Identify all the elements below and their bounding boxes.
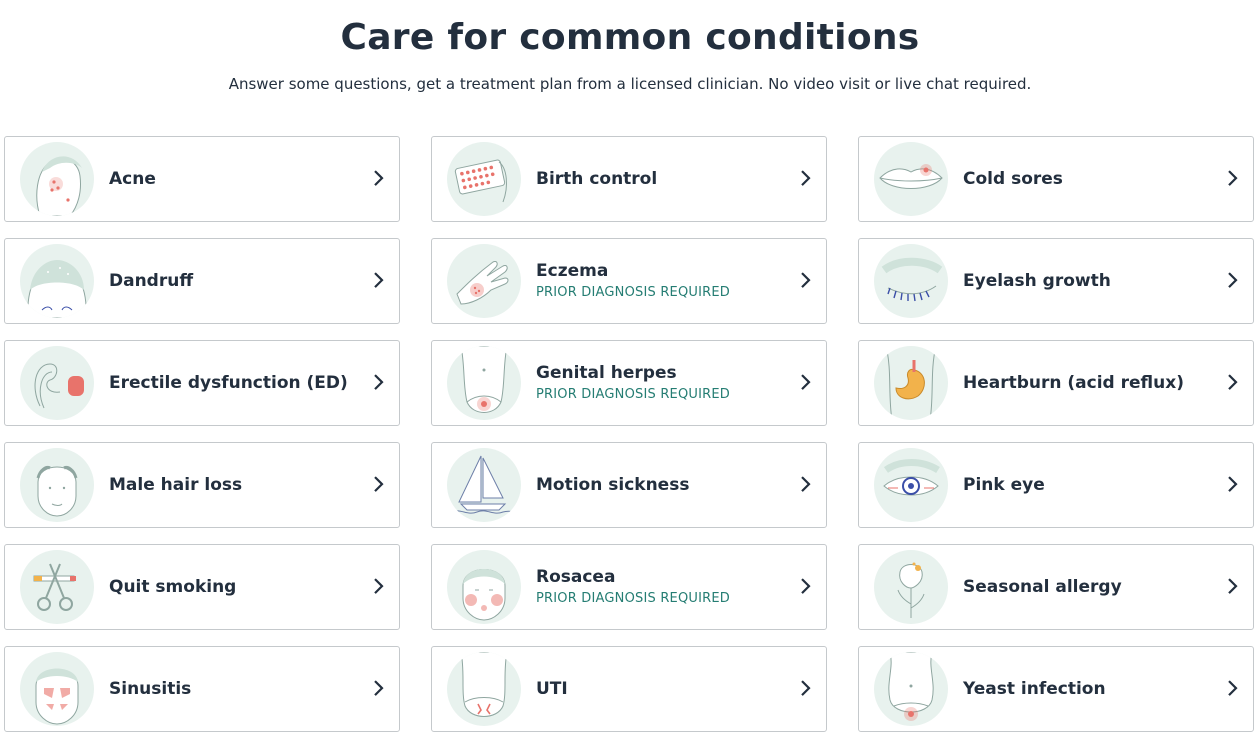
condition-card-sinusitis[interactable]: Sinusitis bbox=[4, 646, 400, 732]
condition-card-uti[interactable]: UTI bbox=[431, 646, 827, 732]
condition-card-birth-control[interactable]: Birth control bbox=[431, 136, 827, 222]
condition-label: Dandruff bbox=[109, 271, 194, 291]
condition-label: Quit smoking bbox=[109, 577, 237, 597]
condition-card-motion-sickness[interactable]: Motion sickness bbox=[431, 442, 827, 528]
hand-rash-icon bbox=[447, 244, 521, 318]
condition-label: UTI bbox=[536, 679, 568, 699]
chevron-right-icon bbox=[374, 170, 384, 186]
page-subtitle: Answer some questions, get a treatment p… bbox=[228, 75, 1032, 93]
chevron-right-icon bbox=[1228, 578, 1238, 594]
condition-label: Male hair loss bbox=[109, 475, 243, 495]
condition-card-yeast-infection[interactable]: Yeast infection bbox=[858, 646, 1254, 732]
chevron-right-icon bbox=[374, 374, 384, 390]
condition-label: Motion sickness bbox=[536, 475, 690, 495]
condition-card-ed[interactable]: Erectile dysfunction (ED) bbox=[4, 340, 400, 426]
condition-label: Eyelash growth bbox=[963, 271, 1111, 291]
condition-label: Birth control bbox=[536, 169, 658, 189]
chevron-right-icon bbox=[374, 272, 384, 288]
condition-label: Sinusitis bbox=[109, 679, 192, 699]
torso-icon bbox=[874, 652, 948, 726]
condition-card-dandruff[interactable]: Dandruff bbox=[4, 238, 400, 324]
condition-label: Eczema bbox=[536, 261, 609, 281]
condition-card-eczema[interactable]: Eczema PRIOR DIAGNOSIS REQUIRED bbox=[431, 238, 827, 324]
chevron-right-icon bbox=[374, 578, 384, 594]
chevron-right-icon bbox=[801, 374, 811, 390]
condition-card-seasonal-allergy[interactable]: Seasonal allergy bbox=[858, 544, 1254, 630]
chevron-right-icon bbox=[801, 680, 811, 696]
chevron-right-icon bbox=[374, 680, 384, 696]
conditions-grid: Acne Birth control Cold sores Dandruff E… bbox=[4, 136, 1254, 732]
condition-label: Genital herpes bbox=[536, 363, 677, 383]
eyelash-icon bbox=[874, 244, 948, 318]
male-head-icon bbox=[20, 448, 94, 522]
scissors-cigarette-icon bbox=[20, 550, 94, 624]
stomach-icon bbox=[874, 346, 948, 420]
lips-icon bbox=[874, 142, 948, 216]
chevron-right-icon bbox=[1228, 170, 1238, 186]
ed-icon bbox=[20, 346, 94, 420]
condition-label: Heartburn (acid reflux) bbox=[963, 373, 1184, 393]
condition-card-acne[interactable]: Acne bbox=[4, 136, 400, 222]
condition-label: Cold sores bbox=[963, 169, 1063, 189]
chevron-right-icon bbox=[801, 272, 811, 288]
condition-card-quit-smoking[interactable]: Quit smoking bbox=[4, 544, 400, 630]
condition-card-male-hair-loss[interactable]: Male hair loss bbox=[4, 442, 400, 528]
chevron-right-icon bbox=[801, 476, 811, 492]
prior-diagnosis-note: PRIOR DIAGNOSIS REQUIRED bbox=[536, 591, 730, 606]
condition-card-cold-sores[interactable]: Cold sores bbox=[858, 136, 1254, 222]
condition-label: Pink eye bbox=[963, 475, 1045, 495]
torso-lower-icon bbox=[447, 346, 521, 420]
condition-label: Yeast infection bbox=[963, 679, 1106, 699]
chevron-right-icon bbox=[1228, 680, 1238, 696]
chevron-right-icon bbox=[801, 170, 811, 186]
condition-card-rosacea[interactable]: Rosacea PRIOR DIAGNOSIS REQUIRED bbox=[431, 544, 827, 630]
condition-card-heartburn[interactable]: Heartburn (acid reflux) bbox=[858, 340, 1254, 426]
condition-label: Rosacea bbox=[536, 567, 616, 587]
chevron-right-icon bbox=[1228, 476, 1238, 492]
condition-label: Acne bbox=[109, 169, 156, 189]
condition-card-eyelash-growth[interactable]: Eyelash growth bbox=[858, 238, 1254, 324]
sailboat-icon bbox=[447, 448, 521, 522]
flower-icon bbox=[874, 550, 948, 624]
scalp-icon bbox=[20, 244, 94, 318]
acne-face-icon bbox=[20, 142, 94, 216]
prior-diagnosis-note: PRIOR DIAGNOSIS REQUIRED bbox=[536, 387, 730, 402]
eye-icon bbox=[874, 448, 948, 522]
chevron-right-icon bbox=[374, 476, 384, 492]
prior-diagnosis-note: PRIOR DIAGNOSIS REQUIRED bbox=[536, 285, 730, 300]
chevron-right-icon bbox=[1228, 272, 1238, 288]
chevron-right-icon bbox=[801, 578, 811, 594]
condition-card-pink-eye[interactable]: Pink eye bbox=[858, 442, 1254, 528]
chevron-right-icon bbox=[1228, 374, 1238, 390]
birth-control-pills-icon bbox=[447, 142, 521, 216]
flushed-face-icon bbox=[447, 550, 521, 624]
condition-card-genital-herpes[interactable]: Genital herpes PRIOR DIAGNOSIS REQUIRED bbox=[431, 340, 827, 426]
page-title: Care for common conditions bbox=[340, 17, 920, 58]
condition-label: Erectile dysfunction (ED) bbox=[109, 373, 348, 393]
sinus-face-icon bbox=[20, 652, 94, 726]
condition-label: Seasonal allergy bbox=[963, 577, 1122, 597]
pelvis-icon bbox=[447, 652, 521, 726]
